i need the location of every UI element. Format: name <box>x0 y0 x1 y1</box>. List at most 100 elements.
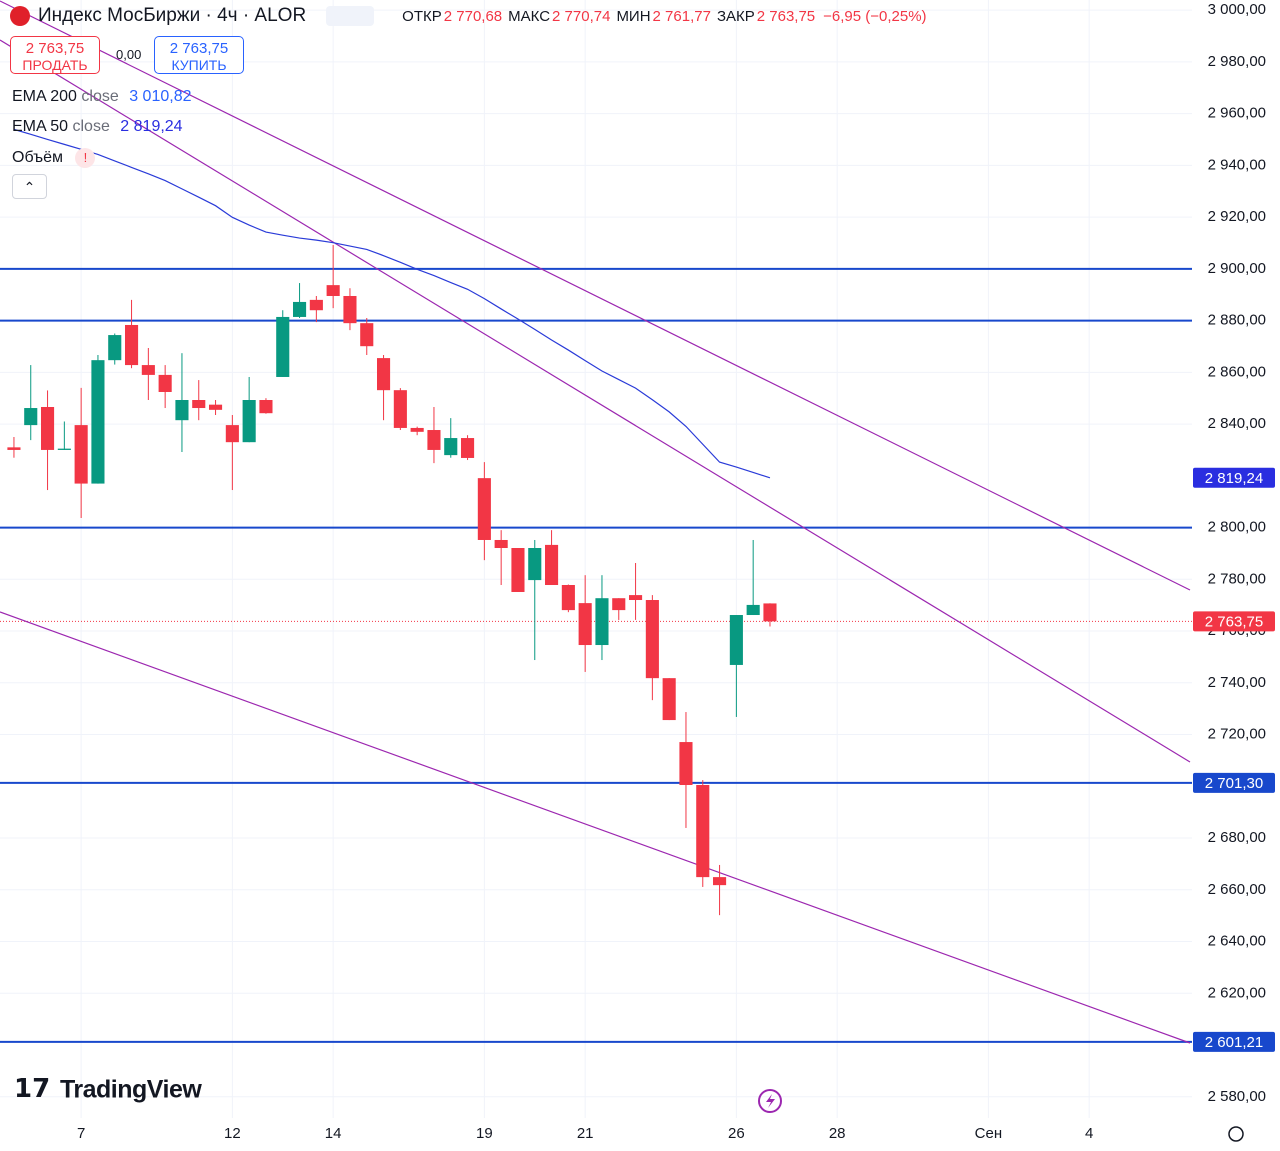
y-tick-label: 2 880,00 <box>1208 312 1266 329</box>
buy-button[interactable]: 2 763,75 КУПИТЬ <box>154 36 244 74</box>
sell-label: ПРОДАТЬ <box>22 57 88 73</box>
warning-icon[interactable]: ! <box>75 148 96 168</box>
price-badge <box>1193 467 1275 488</box>
ohlc-label: ЗАКР <box>716 8 755 25</box>
candle-body <box>477 478 491 540</box>
candle-body <box>91 360 105 484</box>
ohlc-value: 2 770,68 <box>443 8 503 25</box>
candle-body <box>578 603 592 646</box>
candle-body <box>545 544 559 586</box>
y-tick-label: 2 900,00 <box>1208 260 1266 277</box>
candle-body <box>377 358 391 391</box>
candle-body <box>729 615 743 665</box>
candle-body <box>763 603 777 622</box>
y-tick-label: 2 980,00 <box>1208 53 1266 70</box>
x-tick-label: 4 <box>1085 1125 1093 1142</box>
candle-body <box>360 323 374 347</box>
price-badge <box>1193 611 1275 632</box>
candle-body <box>713 877 727 886</box>
indicator-source: close <box>72 118 110 135</box>
candle-body <box>645 600 659 679</box>
ema-line <box>13 128 771 479</box>
candle-body <box>662 678 676 721</box>
trend-line <box>0 0 1191 591</box>
candle-body <box>276 316 290 377</box>
candle-body <box>612 598 626 611</box>
candle-body <box>7 447 21 450</box>
candle-body <box>40 406 55 450</box>
candle-body <box>24 408 38 426</box>
candle-body <box>595 598 609 646</box>
candle-body <box>293 301 307 317</box>
price-badge-label: 2 701,30 <box>1205 775 1263 792</box>
y-tick-label: 2 660,00 <box>1208 881 1266 898</box>
y-tick-label: 2 720,00 <box>1208 726 1266 743</box>
y-tick-label: 2 960,00 <box>1208 105 1266 122</box>
candle-body <box>679 742 693 786</box>
x-tick-label: 7 <box>77 1125 85 1142</box>
y-tick-label: 2 860,00 <box>1208 363 1266 380</box>
candle-body <box>629 595 643 601</box>
candle-body <box>225 425 239 443</box>
y-tick-label: 2 740,00 <box>1208 674 1266 691</box>
symbol[interactable]: Индекс МосБиржи · 4ч · ALOR <box>38 5 307 26</box>
event-bolt <box>766 1094 775 1108</box>
price-badge-label: 2 819,24 <box>1205 470 1263 487</box>
candle-body <box>343 295 357 324</box>
candle-body <box>444 438 458 456</box>
indicator[interactable]: Объём ! <box>12 148 96 168</box>
ohlc-value: 2 770,74 <box>552 8 611 25</box>
indicator[interactable]: EMA 200 close 3 010,82 <box>12 88 191 106</box>
indicator-value: 3 010,82 <box>129 88 192 105</box>
y-tick-label: 3 000,00 <box>1208 1 1266 18</box>
y-tick-label: 2 640,00 <box>1208 933 1266 950</box>
candle-body <box>242 400 256 443</box>
sell-button[interactable]: 2 763,75 ПРОДАТЬ <box>10 36 100 74</box>
buy-label: КУПИТЬ <box>171 57 227 73</box>
change: −6,95 (−0,25%) <box>823 7 927 25</box>
candle-body <box>326 285 340 296</box>
axis-bg <box>1192 0 1280 1151</box>
spread: 0,00 <box>116 47 142 62</box>
price-badge <box>1193 772 1275 793</box>
candle-body <box>57 448 71 450</box>
settings-icon[interactable] <box>1228 1126 1244 1142</box>
collapse-button[interactable]: ⌃ <box>12 174 47 199</box>
header: Индекс МосБиржи · 4ч · ALOR ОТКР 2 770,68… <box>10 4 927 28</box>
ohlc-label: МИН <box>616 8 651 25</box>
y-tick-label: 2 780,00 <box>1208 570 1266 587</box>
candle-body <box>108 335 122 361</box>
y-tick-label: 2 580,00 <box>1208 1088 1266 1105</box>
trend-lines <box>0 0 1191 1044</box>
y-tick-label: 2 940,00 <box>1208 156 1266 173</box>
candle-body <box>141 365 155 375</box>
candle-body <box>158 374 172 392</box>
symbol-icon <box>10 6 30 26</box>
candle-body <box>427 430 441 450</box>
event-icon[interactable] <box>758 1089 782 1113</box>
indicator-name: EMA 200 <box>12 88 77 105</box>
candle-body <box>746 604 760 616</box>
y-tick-label: 2 800,00 <box>1208 519 1266 536</box>
logo-mark: 𝟭𝟳 <box>14 1073 50 1103</box>
price-badge <box>1193 1031 1275 1052</box>
x-tick-label: 12 <box>224 1125 241 1142</box>
candle-body <box>208 404 223 410</box>
y-tick-label: 2 920,00 <box>1208 208 1266 225</box>
y-tick-label: 2 680,00 <box>1208 829 1266 846</box>
ohlc-label: МАКС <box>508 8 551 25</box>
indicator-name: EMA 50 <box>12 118 69 135</box>
indicator-source: close <box>81 88 119 105</box>
candle-body <box>393 390 407 428</box>
axis-bg <box>0 1118 1192 1151</box>
status-badge[interactable] <box>326 6 375 26</box>
ohlc-value: 2 761,77 <box>652 8 711 25</box>
indicator[interactable]: EMA 50 close 2 819,24 <box>12 118 183 136</box>
candle-body <box>494 539 508 549</box>
indicator-value: 2 819,24 <box>120 118 183 135</box>
candle-body <box>124 324 139 366</box>
sell-price: 2 763,75 <box>25 40 85 57</box>
x-tick-label: 21 <box>577 1125 594 1142</box>
buy-price: 2 763,75 <box>169 40 229 57</box>
